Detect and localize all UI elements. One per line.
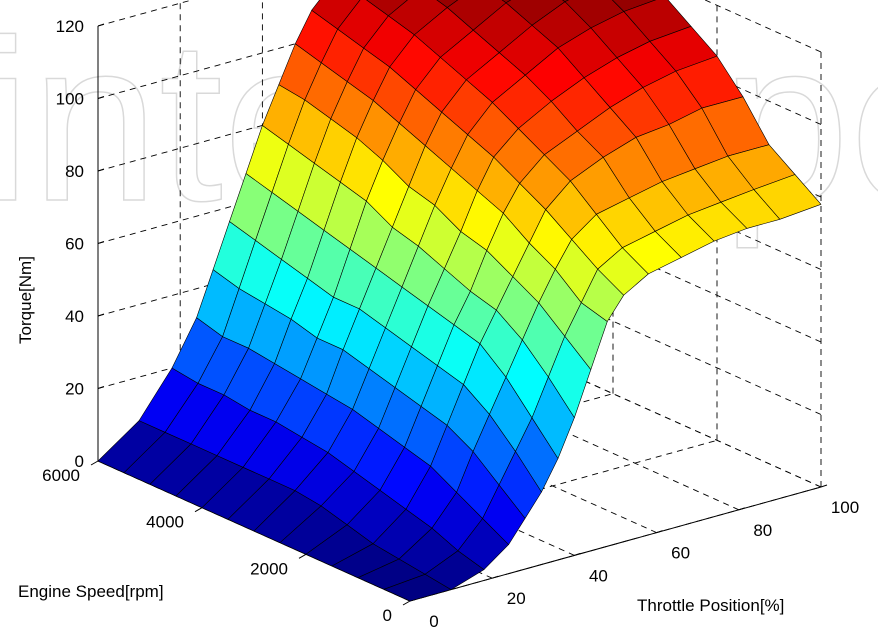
- x-axis-label: Throttle Position[%]: [637, 596, 784, 615]
- x-tick-label: 20: [507, 589, 526, 608]
- z-tick-label: 0: [75, 452, 84, 471]
- side-grid-z: [508, 346, 822, 488]
- side-grid-z: [704, 0, 822, 53]
- z-tick-mark: [97, 313, 105, 317]
- x-tick-label: 40: [589, 566, 608, 585]
- surface-patch: [366, 0, 408, 17]
- x-tick-mark: [656, 530, 663, 534]
- y-tick-mark: [402, 600, 411, 606]
- y-axis-label: Engine Speed[rpm]: [18, 582, 164, 601]
- x-tick-mark: [820, 484, 828, 488]
- z-tick-label: 20: [65, 380, 84, 399]
- surface-patch: [436, 0, 459, 8]
- z-tick-label: 100: [56, 90, 84, 109]
- y-tick-label: 2000: [250, 559, 288, 578]
- z-tick-label: 40: [65, 307, 84, 326]
- x-tick-mark: [738, 507, 745, 511]
- y-tick-label: 4000: [146, 513, 184, 532]
- back-grid-z: [97, 0, 194, 27]
- y-tick-label: 0: [383, 606, 392, 625]
- floor-grid-x: [426, 369, 739, 511]
- y-tick-mark: [194, 507, 203, 513]
- y-tick-label: 6000: [42, 466, 80, 485]
- z-tick-mark: [97, 96, 105, 99]
- z-axis-label: Torque[Nm]: [16, 256, 35, 344]
- x-axis-line: [409, 486, 822, 602]
- x-tick-label: 60: [671, 544, 690, 563]
- z-tick-mark: [97, 23, 105, 27]
- x-tick-mark: [574, 552, 581, 556]
- surface-patch: [753, 174, 822, 220]
- surface-patch: [501, 0, 512, 4]
- surface: [97, 0, 822, 602]
- x-tick-label: 80: [753, 521, 772, 540]
- z-tick-mark: [97, 168, 105, 172]
- z-tick-label: 120: [56, 17, 84, 36]
- z-tick-label: 60: [65, 235, 84, 254]
- x-tick-label: 100: [831, 498, 859, 517]
- x-tick-label: 0: [429, 612, 438, 631]
- y-tick-mark: [90, 460, 99, 466]
- z-tick-mark: [97, 386, 105, 389]
- x-tick-mark: [492, 575, 499, 579]
- y-tick-mark: [298, 553, 307, 559]
- z-tick-mark: [97, 241, 105, 244]
- side-grid-z: [508, 274, 822, 415]
- side-grid-z: [508, 201, 822, 343]
- z-tick-label: 80: [65, 162, 84, 181]
